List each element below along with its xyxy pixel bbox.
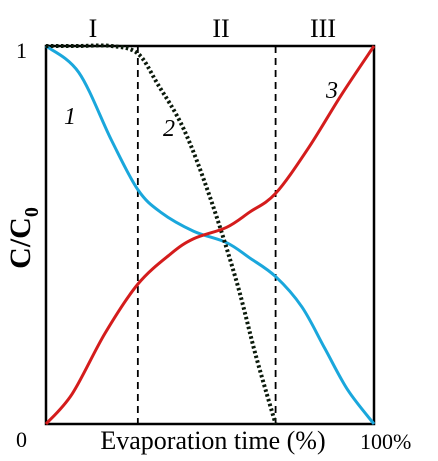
curve-label-1: 1 xyxy=(64,104,76,130)
x-axis-label: Evaporation time (%) xyxy=(100,426,325,455)
x-tick-label-0: 0 xyxy=(16,427,27,452)
series-line-2 xyxy=(46,45,276,424)
region-label-III: III xyxy=(310,14,336,43)
y-axis-label-main: C/C xyxy=(4,217,37,269)
region-label-I: I xyxy=(89,14,98,43)
x-tick-label-100: 100% xyxy=(360,429,411,454)
series-line-1 xyxy=(46,46,374,424)
region-label-II: II xyxy=(212,14,229,43)
curve-label-3: 3 xyxy=(325,78,338,104)
y-tick-label-1: 1 xyxy=(16,38,27,63)
series-layer xyxy=(46,45,374,424)
y-axis-label: C/C0 xyxy=(4,207,43,269)
y-axis-label-sub: 0 xyxy=(21,207,43,217)
curve-label-2: 2 xyxy=(163,116,175,142)
